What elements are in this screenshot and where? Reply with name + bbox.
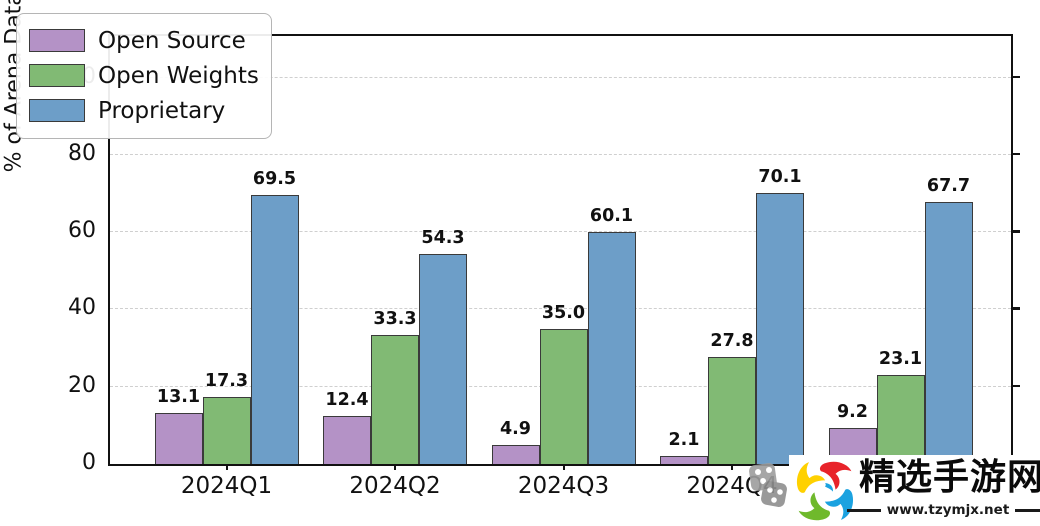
gridline-60 — [110, 231, 1011, 233]
bar-proprietary — [419, 254, 467, 464]
x-tick-mark-4 — [731, 464, 734, 470]
y-tick-label-0: 0 — [82, 450, 96, 475]
x-tick-mark-1 — [225, 464, 228, 470]
bar-value-label: 33.3 — [373, 309, 417, 330]
legend-label: Proprietary — [98, 97, 226, 124]
bar-open-source — [154, 413, 203, 464]
bar-group-2024Q1: 13.1 17.3 69.5 — [154, 36, 299, 470]
bar-value-label: 13.1 — [156, 387, 201, 408]
bar-value-label: 9.2 — [836, 402, 868, 423]
bar-value-label: 4.9 — [499, 419, 531, 440]
y-tick-label-60: 60 — [68, 218, 96, 244]
bar-value-label: 35.0 — [541, 302, 586, 323]
bar-proprietary — [587, 231, 636, 464]
watermark-site-url: www.tzymjx.net — [886, 502, 1010, 518]
bar-open-weights — [202, 397, 251, 464]
x-category-label-2024Q3: 2024Q3 — [517, 473, 610, 499]
x-category-label-2024Q1: 2024Q1 — [180, 473, 273, 499]
legend-item-proprietary: Proprietary — [29, 93, 257, 128]
bar-value-label: 54.3 — [421, 228, 465, 249]
legend-label: Open Weights — [98, 62, 259, 89]
watermark-pinwheel-logo-icon — [796, 461, 854, 521]
gridline-100 — [110, 76, 1011, 78]
y-tick-mark-80 — [1011, 152, 1020, 156]
y-tick-label-20: 20 — [68, 372, 96, 398]
watermark-rule-right — [1015, 508, 1040, 512]
gridline-40 — [110, 308, 1011, 310]
bar-group-2024Q3: 4.9 35.0 60.1 — [491, 36, 636, 470]
x-tick-mark-2 — [394, 464, 397, 470]
gridline-80 — [110, 153, 1011, 155]
bar-open-weights — [371, 335, 419, 464]
bar-proprietary — [756, 193, 804, 464]
legend-swatch-icon — [29, 99, 85, 122]
bar-value-label: 60.1 — [589, 205, 634, 226]
bar-proprietary — [924, 202, 973, 464]
legend-item-open-source: Open Source — [29, 23, 257, 58]
watermark: 精选手游网 www.tzymjx.net — [789, 455, 1040, 526]
watermark-rule-left — [846, 508, 881, 512]
x-category-label-2024Q2: 2024Q2 — [349, 473, 441, 499]
x-tick-mark-3 — [562, 464, 565, 470]
y-tick-label-40: 40 — [68, 295, 96, 321]
game-dice-icon — [749, 463, 787, 507]
bar-value-label: 69.5 — [252, 169, 297, 190]
bar-group-group-5: 9.2 23.1 67.7 — [828, 36, 973, 470]
bar-open-weights — [708, 356, 756, 464]
bar-value-label: 70.1 — [758, 167, 802, 188]
bar-value-label: 17.3 — [204, 371, 249, 392]
plot-area: 02040608010013.117.369.52024Q112.433.354… — [54, 34, 1020, 499]
y-tick-mark-100 — [1011, 75, 1020, 78]
legend-item-open-weights: Open Weights — [29, 58, 259, 93]
y-tick-label-80: 80 — [68, 140, 96, 166]
bar-open-source — [323, 416, 371, 464]
bar-proprietary — [250, 195, 299, 464]
bar-value-label: 2.1 — [668, 429, 700, 450]
y-tick-mark-60 — [1011, 230, 1020, 233]
bar-value-label: 23.1 — [878, 348, 923, 369]
legend-swatch-icon — [29, 64, 85, 87]
watermark-site-name: 精选手游网 — [859, 457, 1040, 498]
legend-label: Open Source — [98, 27, 246, 54]
bar-open-source — [660, 455, 708, 464]
bar-open-source — [491, 445, 540, 464]
bar-value-label: 12.4 — [325, 390, 369, 411]
bar-open-weights — [876, 374, 925, 464]
bar-group-2024Q2: 12.4 33.3 54.3 — [323, 36, 467, 470]
bar-value-label: 27.8 — [710, 330, 754, 351]
legend: Open Source Open Weights Proprietary — [16, 13, 272, 139]
y-tick-mark-40 — [1011, 307, 1020, 310]
bar-group-2024Q4: 2.1 27.8 70.1 — [660, 36, 804, 470]
bar-open-weights — [539, 328, 588, 464]
bar-value-label: 67.7 — [926, 176, 971, 197]
y-tick-mark-20 — [1011, 384, 1020, 388]
legend-swatch-icon — [29, 29, 85, 52]
